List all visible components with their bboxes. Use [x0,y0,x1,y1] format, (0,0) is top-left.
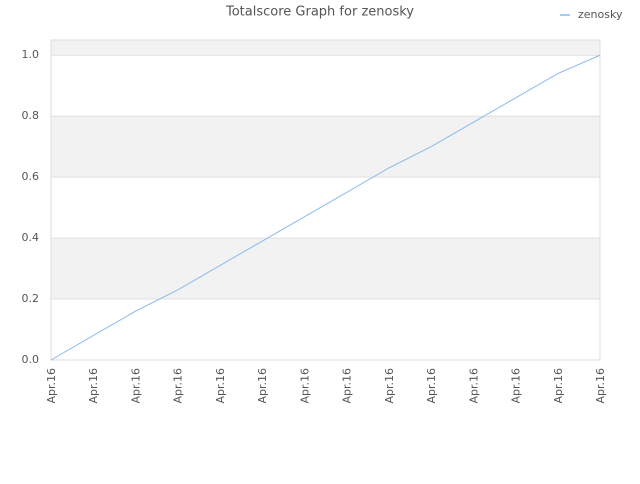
y-tick-label: 0.2 [22,292,40,305]
x-tick-label: Apr.16 [87,368,100,404]
x-tick-label: Apr.16 [552,368,565,404]
y-tick-label: 0.6 [22,170,40,183]
x-tick-label: Apr.16 [214,368,227,404]
x-tick-label: Apr.16 [467,368,480,404]
x-tick-label: Apr.16 [425,368,438,404]
y-tick-label: 0.8 [22,109,40,122]
x-tick-label: Apr.16 [341,368,354,404]
x-tick-label: Apr.16 [510,368,523,404]
x-tick-label: Apr.16 [383,368,396,404]
legend-label: zenosky [578,8,623,21]
grid-band [51,116,600,178]
grid-band [51,238,600,300]
x-tick-label: Apr.16 [594,368,607,404]
x-tick-label: Apr.16 [45,368,58,404]
chart-title: Totalscore Graph for zenosky [225,5,414,20]
x-tick-label: Apr.16 [256,368,269,404]
y-tick-label: 1.0 [22,48,40,61]
y-tick-label: 0.0 [22,353,40,366]
grid-band [51,40,600,56]
x-tick-label: Apr.16 [298,368,311,404]
line [50,54,601,361]
x-tick-label: Apr.16 [172,368,185,404]
plot-border [50,39,601,361]
y-tick-label: 0.4 [22,231,40,244]
x-tick-label: Apr.16 [129,368,142,404]
